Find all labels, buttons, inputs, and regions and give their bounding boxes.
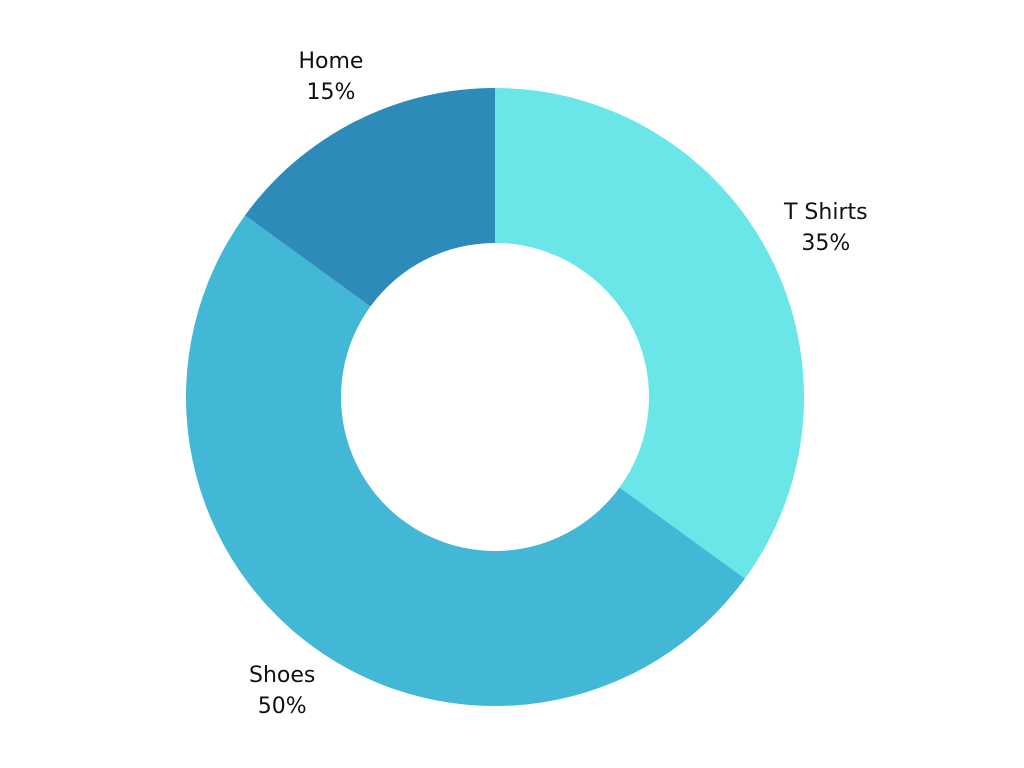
slice-home	[245, 87, 495, 307]
label-shoes-name: Shoes	[249, 663, 316, 688]
label-home-value: 15%	[306, 80, 356, 105]
slice-t-shirts	[495, 88, 805, 579]
label-t-shirts-name: T Shirts	[784, 200, 868, 225]
label-shoes-value: 50%	[257, 694, 307, 719]
slice-shoes	[186, 215, 745, 707]
label-home-name: Home	[298, 49, 364, 74]
label-home: Home 15%	[299, 46, 364, 108]
label-t-shirts-value: 35%	[801, 231, 851, 256]
label-shoes: Shoes 50%	[249, 660, 315, 722]
label-t-shirts: T Shirts 35%	[784, 197, 868, 259]
